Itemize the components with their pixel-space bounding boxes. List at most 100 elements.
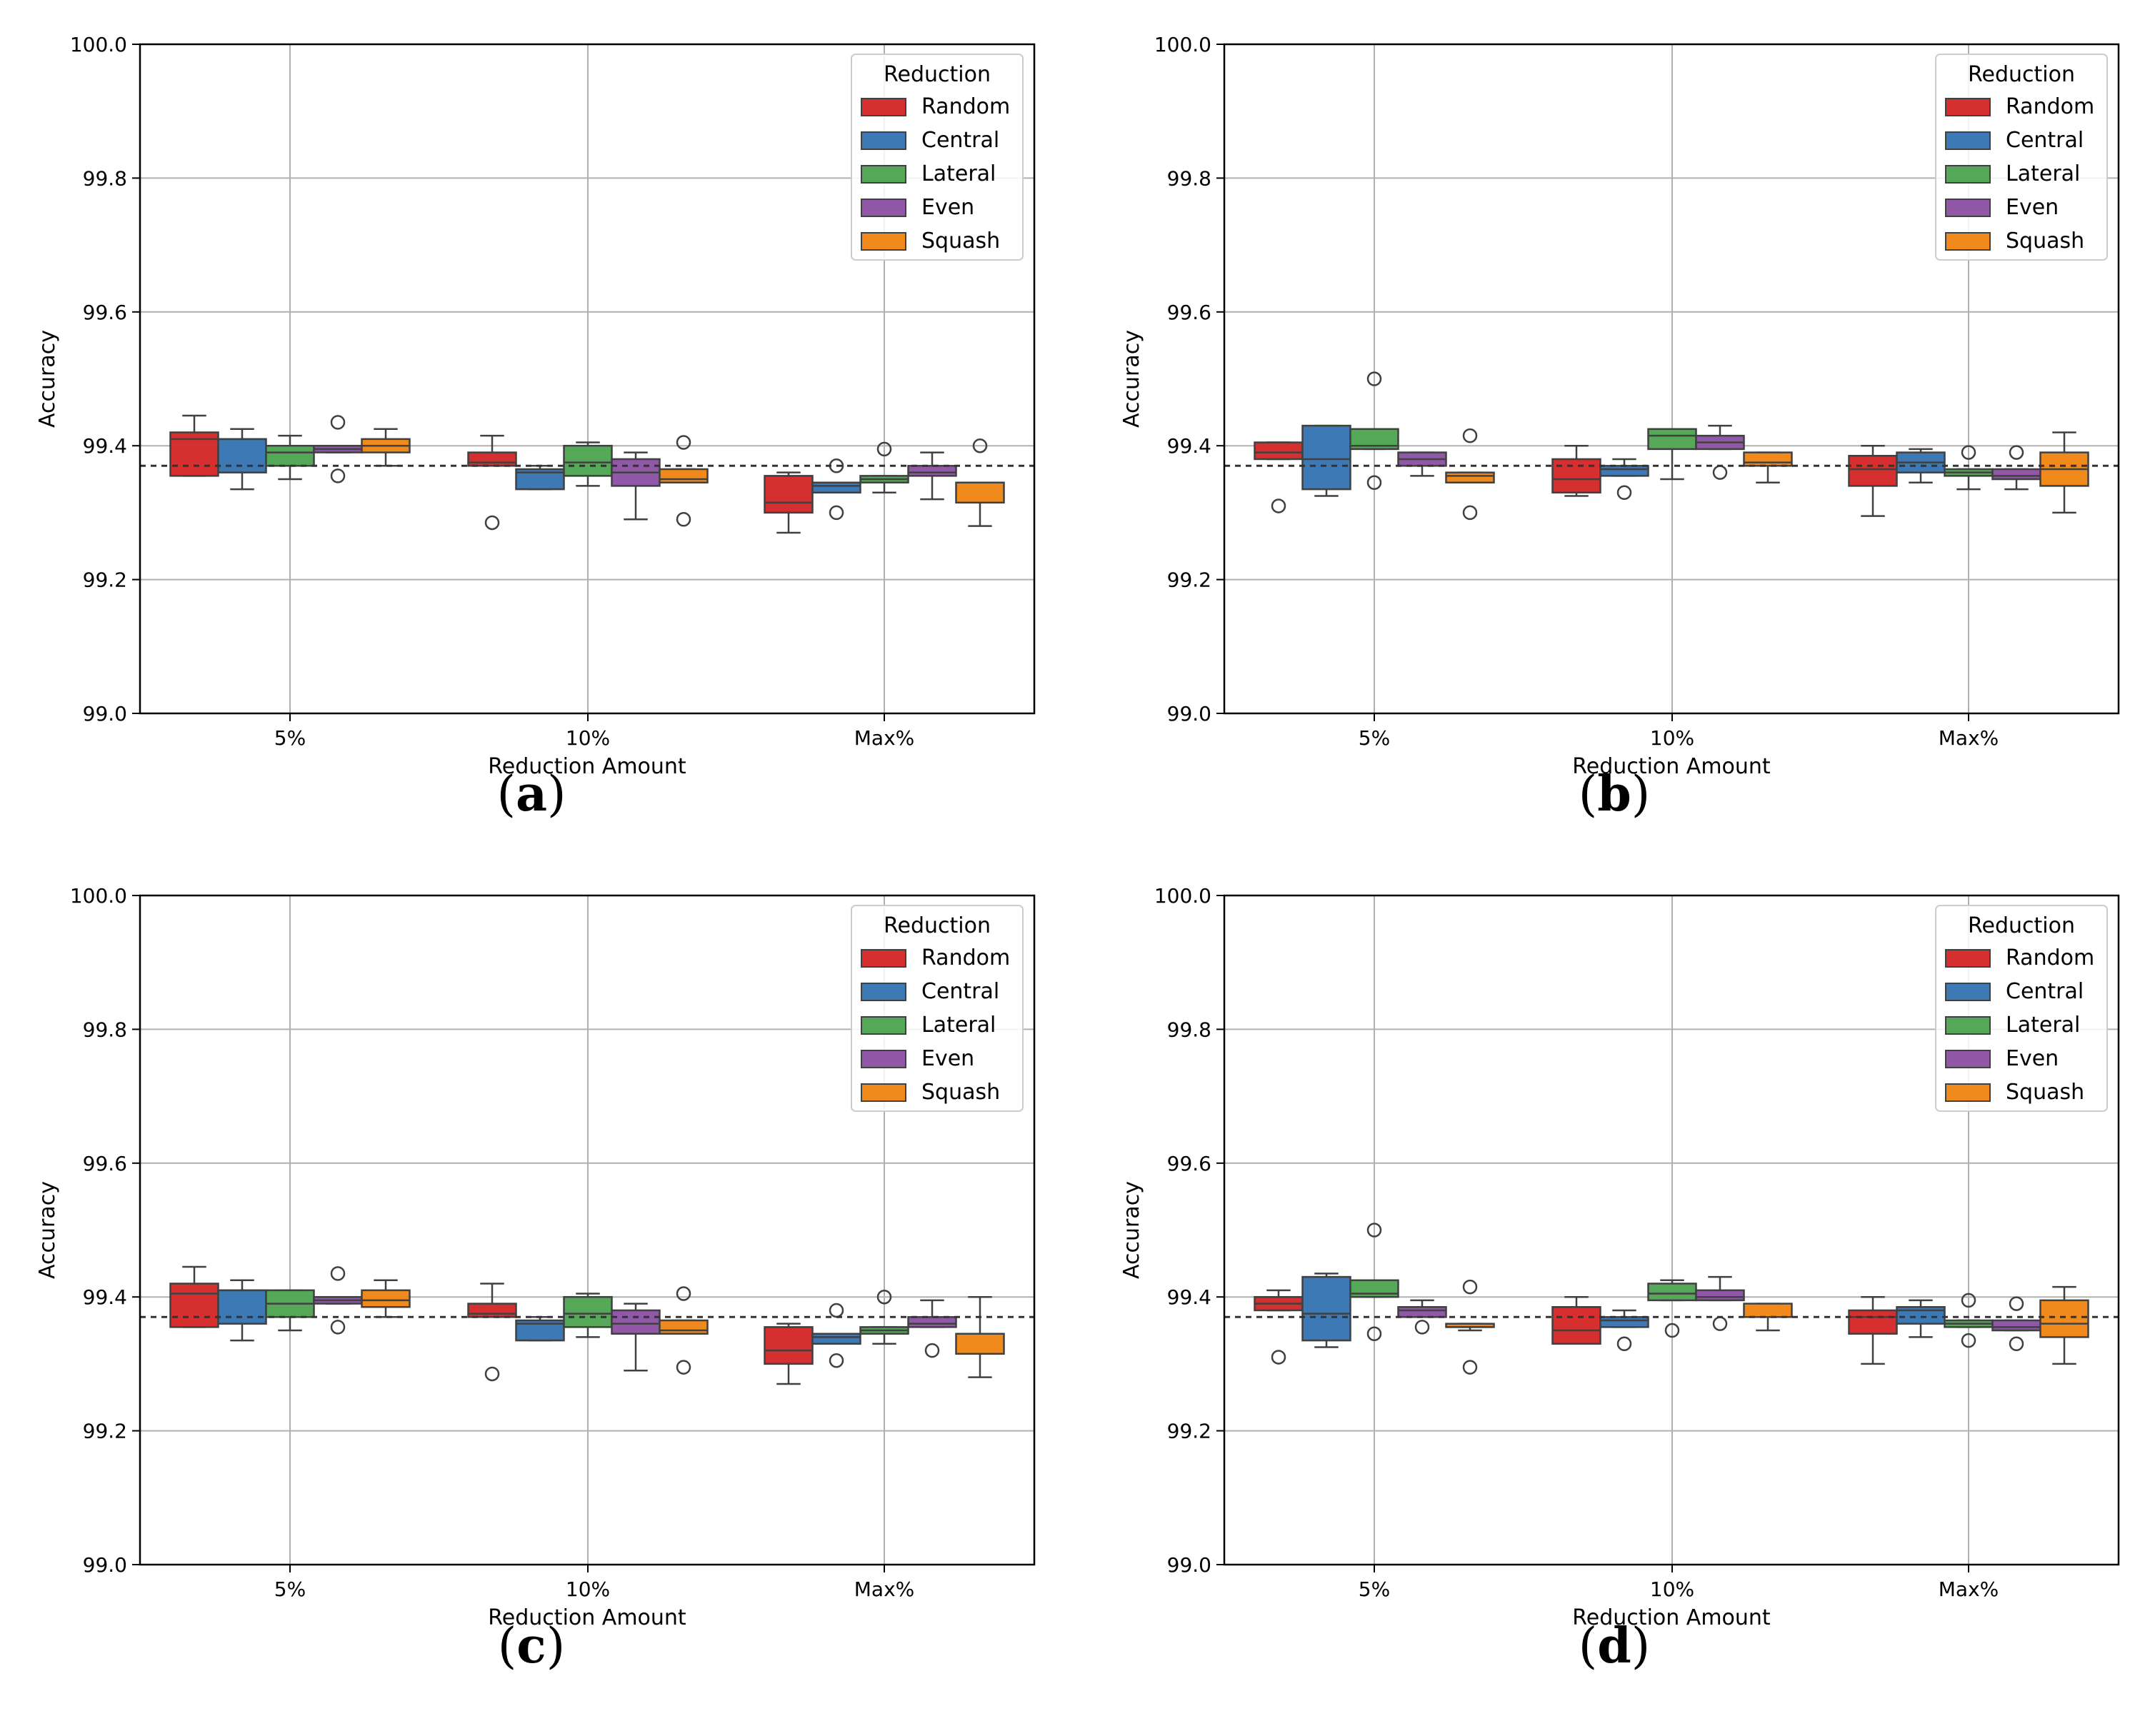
x-tick-label: 10% xyxy=(566,726,610,750)
y-tick-label: 99.8 xyxy=(1167,166,1211,190)
outlier-point xyxy=(924,1343,940,1358)
legend-label-random: Random xyxy=(2006,94,2094,119)
box-central xyxy=(217,428,267,491)
plot-frame xyxy=(1223,894,2120,1566)
y-tick-label: 99.8 xyxy=(1167,1018,1211,1041)
box-body xyxy=(1551,458,1601,494)
outlier-point xyxy=(1961,1293,1976,1308)
legend-label-central: Central xyxy=(2006,128,2084,153)
box-body xyxy=(2039,1299,2089,1338)
legend-swatch-lateral xyxy=(861,165,906,184)
x-tick-label: Max% xyxy=(1939,726,1999,750)
legend-swatch-even xyxy=(1945,199,1991,217)
legend-label-squash: Squash xyxy=(921,1080,1000,1105)
outlier-point xyxy=(1462,1360,1478,1375)
legend-label-even: Even xyxy=(2006,1046,2059,1071)
legend: Reduction Random Central Lateral Even Squash xyxy=(851,905,1024,1112)
box-body xyxy=(1397,1306,1447,1318)
box-even xyxy=(1397,451,1447,477)
box-body xyxy=(1848,455,1898,487)
x-tick-label: 10% xyxy=(1650,1577,1694,1601)
box-central xyxy=(811,1303,861,1368)
box-body xyxy=(1599,1316,1649,1328)
legend-title: Reduction xyxy=(1968,62,2075,87)
box-body xyxy=(611,1309,661,1335)
box-even xyxy=(611,1303,661,1372)
x-tick-label: Max% xyxy=(854,1577,915,1601)
y-tick-label: 100.0 xyxy=(70,884,127,908)
box-central xyxy=(1599,1309,1649,1352)
legend-label-random: Random xyxy=(921,94,1010,119)
chart-panel-2: 99.0 99.2 99.4 99.6 99.8 100.0 5% 10% Max% Reduct… xyxy=(1119,33,2120,779)
box-squash xyxy=(1445,1279,1495,1375)
box-central xyxy=(1301,1273,1351,1348)
outlier-point xyxy=(1462,1279,1478,1295)
box-lateral xyxy=(859,441,909,494)
box-squash xyxy=(2039,1285,2089,1365)
y-tick-label: 99.8 xyxy=(83,1018,127,1041)
box-lateral xyxy=(265,1289,315,1332)
box-random xyxy=(1551,1295,1601,1345)
y-tick-label: 100.0 xyxy=(1154,884,1211,908)
box-body xyxy=(659,468,709,483)
y-tick-label: 100.0 xyxy=(70,33,127,56)
legend-title: Reduction xyxy=(1968,913,2075,938)
box-body xyxy=(811,481,861,494)
outlier-point xyxy=(972,438,988,453)
box-body xyxy=(467,451,517,467)
box-central xyxy=(1896,448,1946,483)
box-lateral xyxy=(1349,371,1399,490)
box-lateral xyxy=(563,441,613,487)
chart-panel-1: 99.0 99.2 99.4 99.6 99.8 100.0 5% 10% Max% Reduct… xyxy=(35,33,1036,779)
box-body xyxy=(659,1319,709,1335)
outlier-point xyxy=(330,415,346,430)
y-tick-label: 99.4 xyxy=(1167,434,1211,458)
y-axis-label: Accuracy xyxy=(35,1181,60,1279)
box-body xyxy=(907,1316,957,1328)
legend-swatch-squash xyxy=(861,232,906,251)
box-random xyxy=(1254,441,1304,513)
x-tick-label: 5% xyxy=(274,726,306,750)
y-tick-label: 100.0 xyxy=(1154,33,1211,56)
outlier-point xyxy=(1366,1326,1382,1341)
box-even xyxy=(313,1266,363,1335)
box-central xyxy=(1301,424,1351,497)
y-tick-label: 99.6 xyxy=(1167,1152,1211,1175)
legend-swatch-squash xyxy=(861,1083,906,1102)
y-axis-label: Accuracy xyxy=(1119,1181,1144,1279)
box-body xyxy=(1599,465,1649,477)
box-body xyxy=(1254,441,1304,461)
y-tick-label: 99.0 xyxy=(1167,1553,1211,1577)
legend-title: Reduction xyxy=(884,62,991,87)
box-squash xyxy=(1445,428,1495,521)
panel-label: (a) xyxy=(496,766,566,823)
y-tick-label: 99.6 xyxy=(83,301,127,324)
x-tick-label: Max% xyxy=(1939,1577,1999,1601)
box-random xyxy=(467,1283,517,1382)
legend-swatch-squash xyxy=(1945,1083,1991,1102)
outlier-point xyxy=(1366,475,1382,490)
legend-label-squash: Squash xyxy=(921,229,1000,254)
legend-swatch-central xyxy=(1945,131,1991,150)
outlier-point xyxy=(484,515,500,531)
box-body xyxy=(1695,1289,1745,1302)
box-random xyxy=(764,1323,814,1385)
legend-swatch-lateral xyxy=(1945,165,1991,184)
box-squash xyxy=(955,1295,1005,1378)
box-body xyxy=(563,1295,613,1328)
legend-label-central: Central xyxy=(921,979,999,1004)
outlier-point xyxy=(1414,1320,1430,1335)
outlier-point xyxy=(1961,1333,1976,1348)
legend-swatch-random xyxy=(1945,98,1991,116)
box-body xyxy=(811,1333,861,1345)
legend-label-lateral: Lateral xyxy=(2006,1013,2080,1038)
x-axis-label: Reduction Amount xyxy=(488,1605,686,1630)
x-tick-label: 10% xyxy=(566,1577,610,1601)
box-squash xyxy=(1743,1303,1793,1332)
legend-swatch-lateral xyxy=(861,1016,906,1035)
chart-panel-3: 99.0 99.2 99.4 99.6 99.8 100.0 5% 10% Max% Reduct… xyxy=(35,884,1036,1630)
box-even xyxy=(1695,424,1745,480)
outlier-point xyxy=(484,1366,500,1382)
legend-swatch-central xyxy=(1945,983,1991,1001)
